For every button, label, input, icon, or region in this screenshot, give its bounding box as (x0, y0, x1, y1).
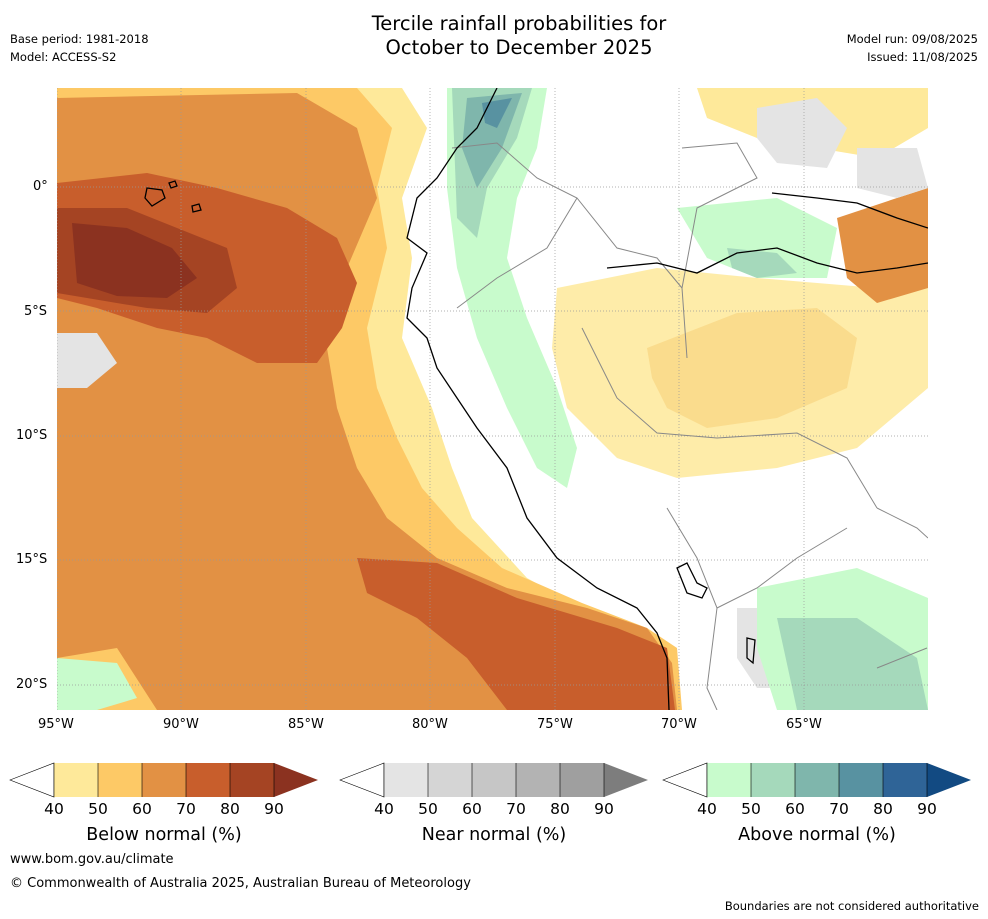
lat-label-4: 20°S (16, 677, 48, 692)
lon-label-0: 95°W (38, 717, 74, 732)
near-normal-ticks: 40 50 60 70 80 90 (339, 800, 649, 820)
base-period-text: Base period: 1981-2018 (10, 32, 149, 46)
below-90-core (72, 223, 197, 298)
above-seg-2 (795, 763, 839, 797)
issued-text: Issued: 11/08/2025 (867, 50, 978, 64)
above-seg-1 (751, 763, 795, 797)
above-70-core (482, 98, 512, 128)
lon-label-2: 85°W (288, 717, 324, 732)
below-seg-0 (54, 763, 98, 797)
below-tick-4: 80 (220, 800, 240, 818)
above-tick-3: 70 (829, 800, 849, 818)
near-40-north (757, 98, 847, 168)
below-seg-5 (274, 763, 318, 797)
lat-label-2: 10°S (16, 428, 48, 443)
lon-label-4: 75°W (537, 717, 573, 732)
below-normal-colorbar (9, 762, 319, 798)
below-normal-shading (57, 88, 928, 710)
country-borders (451, 142, 928, 710)
boundaries-disclaimer: Boundaries are not considered authoritat… (724, 899, 979, 913)
lat-label-3: 15°S (16, 552, 48, 567)
below-tick-1: 50 (88, 800, 108, 818)
above-normal-shading (57, 88, 928, 710)
above-50-east (727, 248, 797, 278)
lon-label-1: 90°W (163, 717, 199, 732)
above-seg-0 (707, 763, 751, 797)
below-normal-caption: Below normal (%) (86, 825, 242, 845)
above-50-southeast (777, 618, 928, 710)
website-link[interactable]: www.bom.gov.au/climate (10, 852, 174, 867)
above-seg-5 (927, 763, 971, 797)
below-seg-3 (186, 763, 230, 797)
below-tick-0: 40 (44, 800, 64, 818)
lon-label-6: 65°W (786, 717, 822, 732)
chart-title: Tercile rainfall probabilities for Octob… (294, 12, 744, 60)
above-tick-4: 80 (873, 800, 893, 818)
gridlines (57, 88, 928, 710)
below-seg-1 (98, 763, 142, 797)
below-seg-2 (142, 763, 186, 797)
below-40-east (552, 268, 928, 478)
above-tick-0: 40 (697, 800, 717, 818)
near-tick-1: 50 (418, 800, 438, 818)
near-tick-5: 90 (594, 800, 614, 818)
lon-label-3: 80°W (412, 717, 448, 732)
near-tick-4: 80 (550, 800, 570, 818)
near-tick-0: 40 (374, 800, 394, 818)
below-normal-ticks: 40 50 60 70 80 90 (9, 800, 319, 820)
map-svg (57, 88, 928, 710)
near-seg-4 (560, 763, 604, 797)
model-text: Model: ACCESS-S2 (10, 50, 117, 64)
above-tick-2: 60 (785, 800, 805, 818)
meta-left: Base period: 1981-2018 Model: ACCESS-S2 (10, 30, 149, 66)
coastline (144, 88, 928, 710)
below-tick-2: 60 (132, 800, 152, 818)
below-seg-4 (230, 763, 274, 797)
rainfall-probability-map (57, 88, 928, 710)
title-line-1: Tercile rainfall probabilities for (371, 12, 667, 35)
above-seg-3 (839, 763, 883, 797)
lat-label-0: 0° (33, 179, 48, 194)
lon-label-5: 70°W (661, 717, 697, 732)
near-tick-2: 60 (462, 800, 482, 818)
below-tick-3: 70 (176, 800, 196, 818)
meta-right: Model run: 09/08/2025 Issued: 11/08/2025 (847, 30, 978, 66)
above-tick-1: 50 (741, 800, 761, 818)
above-seg-4 (883, 763, 927, 797)
title-line-2: October to December 2025 (385, 36, 653, 59)
near-40-northeast (857, 148, 928, 198)
model-run-text: Model run: 09/08/2025 (846, 32, 978, 46)
near-tick-3: 70 (506, 800, 526, 818)
above-normal-ticks: 40 50 60 70 80 90 (662, 800, 972, 820)
near-normal-colorbar (339, 762, 649, 798)
above-40-southwest (57, 658, 137, 710)
above-normal-caption: Above normal (%) (738, 825, 896, 845)
copyright-text: © Commonwealth of Australia 2025, Austra… (10, 876, 471, 891)
below-70-south (357, 558, 675, 710)
near-seg-1 (428, 763, 472, 797)
lat-label-1: 5°S (24, 304, 48, 319)
below-60-northeast (837, 188, 928, 303)
above-40-east (677, 198, 837, 278)
above-normal-colorbar (662, 762, 972, 798)
near-seg-3 (516, 763, 560, 797)
near-seg-2 (472, 763, 516, 797)
near-seg-5 (604, 763, 648, 797)
near-normal-caption: Near normal (%) (421, 825, 567, 845)
below-tick-5: 90 (264, 800, 284, 818)
near-seg-0 (384, 763, 428, 797)
above-tick-5: 90 (917, 800, 937, 818)
above-60-strip (462, 93, 522, 188)
near-40-west (57, 333, 117, 388)
